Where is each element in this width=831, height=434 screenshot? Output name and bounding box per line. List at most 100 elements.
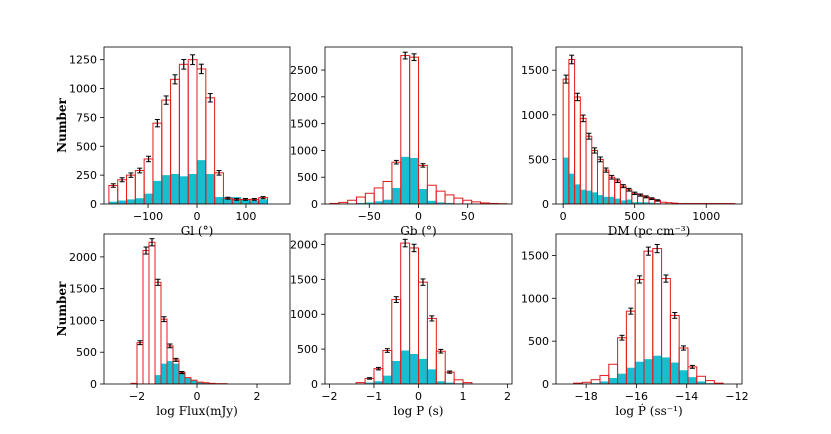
error-bar <box>198 63 204 75</box>
subset-bar <box>185 377 191 384</box>
x-tick-label: −18 <box>575 390 598 403</box>
error-bar <box>216 170 222 176</box>
x-tick-label: 50 <box>461 210 475 223</box>
subset-bar <box>152 180 162 204</box>
error-bar <box>234 198 240 201</box>
error-bar <box>628 307 634 315</box>
error-bar <box>643 195 649 199</box>
y-tick-label: 2500 <box>290 64 318 77</box>
error-bar <box>597 156 603 163</box>
error-bar <box>190 54 196 66</box>
error-bar <box>143 246 149 255</box>
subset-bar <box>626 367 636 384</box>
error-bar <box>167 343 173 349</box>
subset-bar <box>637 202 644 204</box>
subset-bar <box>445 202 454 204</box>
y-tick-label: 1500 <box>521 249 549 262</box>
y-tick-label: 2000 <box>290 238 318 251</box>
x-tick-label: −12 <box>725 390 748 403</box>
subset-bar <box>188 173 197 204</box>
subset-bar <box>356 202 366 204</box>
error-bar <box>632 191 638 195</box>
subset-bar <box>197 160 206 204</box>
error-bar <box>438 348 444 354</box>
x-tick-label: 0 <box>560 210 567 223</box>
x-axis-label: log P (s) <box>394 404 444 418</box>
error-bar <box>179 371 185 375</box>
x-tick-label: 0 <box>194 210 201 223</box>
y-tick-label: 0 <box>542 198 549 211</box>
subset-bar <box>179 373 185 384</box>
subset-bar <box>391 187 401 204</box>
total-bar <box>444 371 455 384</box>
y-tick-label: 1500 <box>290 118 318 131</box>
error-bar <box>146 155 152 163</box>
subset-bar <box>614 198 621 204</box>
total-bar <box>435 190 446 204</box>
y-tick-label: 2000 <box>69 251 97 264</box>
error-bar <box>110 183 116 188</box>
y-tick-label: 1000 <box>69 314 97 327</box>
axes-frame <box>555 233 743 385</box>
error-bar <box>172 74 178 85</box>
error-bar <box>654 243 660 254</box>
panel-pdot: −18 −16 −14 −12 0 500 1000 1500 log Ṗ (ss⁻¹) <box>521 233 749 418</box>
plot-area <box>130 238 228 384</box>
subset-bar <box>418 188 428 204</box>
error-bar <box>393 159 399 165</box>
total-bar <box>347 199 357 204</box>
y-tick-label: 1500 <box>290 273 318 286</box>
axes-frame <box>555 46 743 205</box>
subset-bar <box>173 363 179 384</box>
error-bar <box>402 51 408 60</box>
x-tick-label: 0 <box>415 210 422 223</box>
y-tick-label: 1000 <box>69 83 97 96</box>
subset-bar <box>586 190 592 204</box>
error-bar <box>649 197 655 200</box>
total-bar <box>154 281 162 384</box>
y-tick-label: 1000 <box>290 144 318 157</box>
x-tick-label: −14 <box>675 390 698 403</box>
error-bar <box>251 198 257 201</box>
error-bar <box>161 316 167 323</box>
subset-bar <box>409 157 419 204</box>
subset-bar <box>696 381 706 384</box>
x-tick-label: 2 <box>254 390 261 403</box>
subset-bar <box>191 380 197 384</box>
subset-bar <box>108 201 118 204</box>
subset-bar <box>135 198 145 204</box>
error-bar <box>420 278 426 286</box>
error-bar <box>615 178 621 184</box>
subset-bar <box>643 202 649 204</box>
x-tick-label: 0 <box>415 390 422 403</box>
subset-bar <box>161 175 171 204</box>
subset-bar <box>373 381 383 384</box>
error-bar <box>689 364 695 369</box>
total-bar <box>453 379 464 384</box>
subset-bar <box>427 369 437 384</box>
error-bar <box>225 196 231 200</box>
subset-bar <box>161 363 167 384</box>
subset-bar <box>197 382 203 384</box>
subset-bar <box>205 173 215 204</box>
error-bar <box>393 296 399 303</box>
y-axis-label: Number <box>55 281 69 336</box>
subset-bar <box>617 373 627 384</box>
error-bar <box>173 357 179 362</box>
subset-bar <box>687 377 697 384</box>
subset-bar <box>374 201 384 204</box>
y-tick-label: 0 <box>90 198 97 211</box>
y-tick-label: 500 <box>76 346 97 359</box>
panel-flux: −2 0 2 0 500 1000 1500 2000 log Flux(mJy) Number <box>55 233 291 418</box>
total-bar <box>117 179 128 204</box>
x-axis-label: log Ṗ (ss⁻¹) <box>615 403 682 418</box>
subset-bar <box>418 358 428 384</box>
y-tick-label: 1500 <box>521 64 549 77</box>
total-bar <box>142 250 150 384</box>
subset-bar <box>365 382 374 384</box>
x-axis-label: log Flux(mJy) <box>156 404 238 418</box>
subset-bar <box>568 173 575 204</box>
x-tick-label: −1 <box>366 390 382 403</box>
subset-bar <box>597 195 604 204</box>
